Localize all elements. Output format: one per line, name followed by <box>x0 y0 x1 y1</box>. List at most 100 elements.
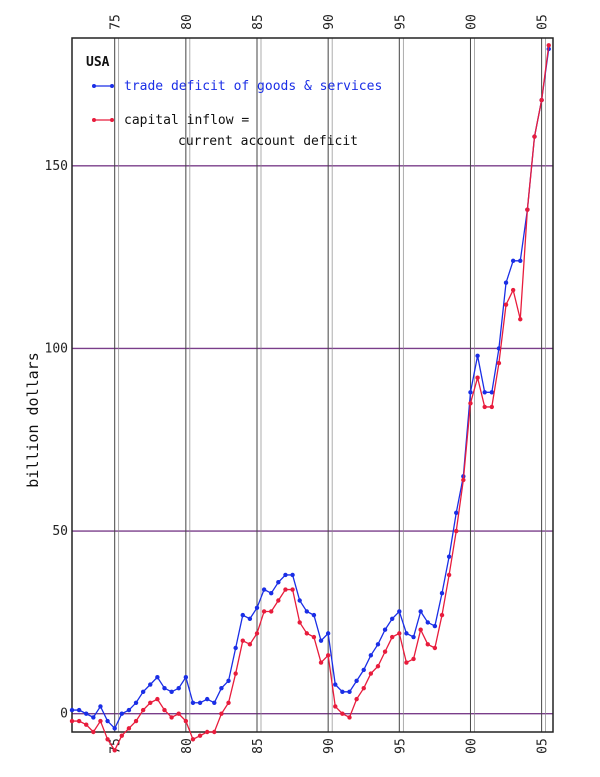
series-1-point <box>297 620 302 625</box>
series-1-point <box>404 660 409 665</box>
series-0-point <box>212 700 217 705</box>
series-0-point <box>454 510 459 516</box>
series-0-point <box>468 390 473 395</box>
series-1-point <box>325 653 331 658</box>
series-1-point <box>254 631 260 636</box>
series-layer <box>69 43 551 753</box>
series-1-point <box>119 733 125 738</box>
series-0-point <box>297 598 302 603</box>
x-tick-label-top: 90 <box>322 14 337 30</box>
y-tick-label: 0 <box>60 707 68 722</box>
series-1-point <box>411 656 416 662</box>
series-1-point <box>197 733 203 738</box>
series-1-point <box>333 704 338 709</box>
series-0-point <box>247 616 253 621</box>
x-tick-label-bottom: 85 <box>251 738 266 754</box>
series-0-point <box>439 591 445 596</box>
series-1-point <box>261 609 267 614</box>
series-1-point <box>233 671 238 676</box>
series-0-point <box>276 580 281 585</box>
series-0-point <box>219 685 224 691</box>
series-1-point <box>112 748 117 753</box>
series-0-point <box>183 675 189 680</box>
legend-title: USA <box>86 55 110 70</box>
series-1-point <box>461 477 466 483</box>
series-1-point <box>140 707 146 713</box>
series-0-point <box>162 685 167 691</box>
series-1-point <box>389 634 395 640</box>
legend-swatch-dot <box>110 118 114 122</box>
series-0-point <box>418 609 423 614</box>
series-1-point <box>219 711 224 716</box>
series-1-point <box>290 587 295 592</box>
series-0-point <box>176 685 181 691</box>
series-0-point <box>204 696 210 702</box>
y-axis-label: billion dollars <box>24 352 42 487</box>
series-1-point <box>84 722 89 727</box>
y-tick-label: 100 <box>45 341 68 356</box>
legend-swatch-dot <box>110 84 114 88</box>
series-1-point <box>105 737 110 742</box>
series-1-point <box>518 317 523 322</box>
series-0-point <box>489 390 495 395</box>
series-0-point <box>190 700 196 705</box>
series-0-point <box>105 718 110 724</box>
series-1-point <box>375 664 381 669</box>
y-tick-label: 50 <box>52 524 68 539</box>
series-0-point <box>368 653 374 658</box>
series-0-point <box>197 700 203 705</box>
series-0-point <box>76 707 82 713</box>
series-1-point <box>539 97 544 103</box>
series-0-point <box>397 609 402 614</box>
series-0-point <box>475 353 480 358</box>
series-1-point <box>126 726 132 731</box>
series-line-0 <box>72 48 550 730</box>
series-1-point <box>318 660 324 665</box>
series-0-point <box>354 678 359 684</box>
series-1-point <box>496 360 502 366</box>
series-0-point <box>69 707 75 713</box>
series-0-point <box>261 587 267 592</box>
series-0-point <box>446 554 452 559</box>
series-1-point <box>532 134 537 139</box>
series-0-point <box>304 609 310 614</box>
x-tick-label-bottom: 00 <box>464 738 479 754</box>
x-tick-label-bottom: 80 <box>180 738 195 754</box>
series-1-point <box>155 696 160 702</box>
series-0-point <box>148 682 153 687</box>
series-1-point <box>446 572 452 578</box>
series-1-point <box>69 718 75 724</box>
series-1-point <box>98 718 103 724</box>
legend-entry-text: current account deficit <box>178 134 358 149</box>
series-1-point <box>247 642 253 647</box>
series-1-point <box>311 634 317 640</box>
series-0-point <box>361 667 366 673</box>
series-1-point <box>240 638 245 643</box>
series-0-point <box>98 704 103 709</box>
legend-swatch-dot <box>92 84 96 88</box>
series-1-point <box>162 707 167 713</box>
series-0-point <box>425 620 430 625</box>
grid <box>72 38 553 732</box>
x-tick-label-top: 80 <box>180 14 195 30</box>
y-tick-label: 150 <box>45 159 68 174</box>
series-1-point <box>190 737 196 742</box>
series-1-point <box>354 696 359 702</box>
series-1-point <box>340 711 345 716</box>
series-0-point <box>340 689 345 695</box>
series-0-point <box>140 689 146 695</box>
series-1-point <box>468 401 473 406</box>
series-0-point <box>126 707 132 713</box>
series-0-point <box>311 612 317 618</box>
series-0-point <box>254 605 260 611</box>
series-0-point <box>510 258 516 264</box>
series-1-point <box>283 587 288 592</box>
series-1-point <box>169 715 174 720</box>
series-0-point <box>347 689 352 695</box>
series-1-point <box>510 287 516 293</box>
series-0-point <box>432 623 438 629</box>
series-1-point <box>176 711 181 716</box>
series-0-point <box>240 612 245 618</box>
